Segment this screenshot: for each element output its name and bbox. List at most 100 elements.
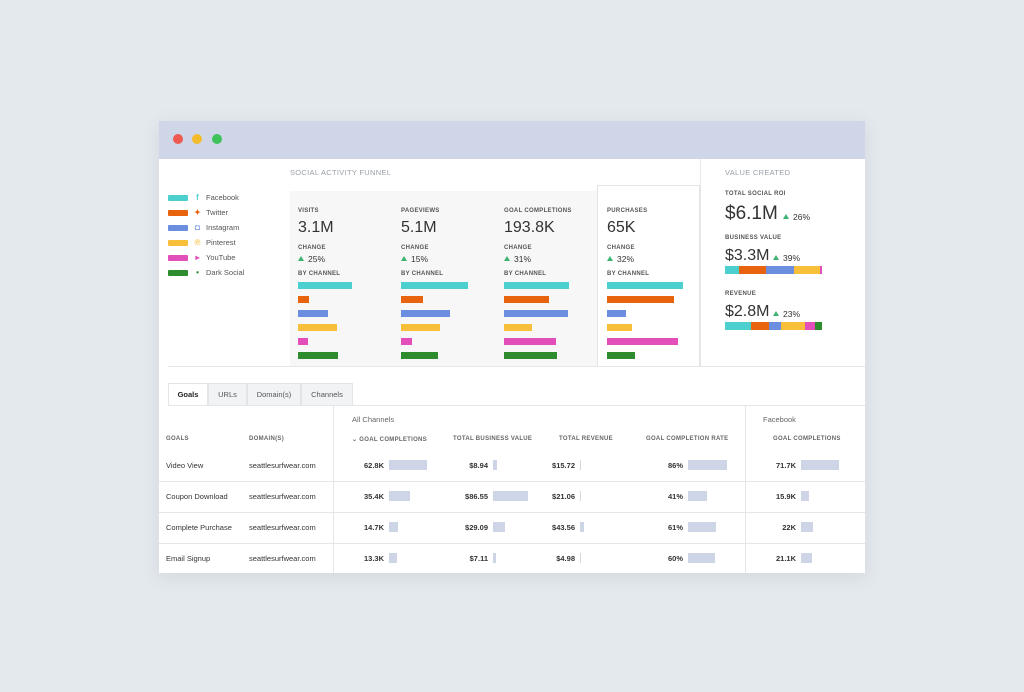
- close-window-button[interactable]: [173, 134, 183, 144]
- column-header-domain[interactable]: DOMAIN(S): [249, 436, 285, 442]
- value-created-title: VALUE CREATED: [725, 168, 791, 177]
- legend-label: Facebook: [206, 193, 239, 202]
- channel-bar: [401, 310, 450, 317]
- channel-bar: [401, 282, 468, 289]
- legend-label: Pinterest: [206, 238, 236, 247]
- change-value: 26%: [793, 212, 811, 222]
- cell-value-completions: 35.4K: [363, 492, 384, 501]
- channel-bar: [504, 352, 557, 359]
- change-label: CHANGE: [607, 245, 635, 251]
- social-activity-funnel: [290, 191, 597, 366]
- row-divider: [159, 481, 865, 482]
- column-header-goal-completion-rate[interactable]: GOAL COMPLETION RATE: [646, 436, 729, 442]
- column-header-goals[interactable]: GOALS: [166, 436, 189, 442]
- tab-channels[interactable]: Channels: [301, 383, 353, 405]
- channel-bar: [401, 352, 438, 359]
- by-channel-label: BY CHANNEL: [401, 271, 444, 277]
- goal-name[interactable]: Video View: [166, 461, 204, 470]
- cell-bar: [580, 553, 581, 563]
- stack-segment: [765, 266, 794, 274]
- domain-name[interactable]: seattlesurfwear.com: [249, 523, 316, 532]
- maximize-window-button[interactable]: [212, 134, 222, 144]
- legend-item[interactable]: ◘ Instagram: [168, 223, 288, 233]
- channel-bar: [607, 324, 632, 331]
- legend-swatch: [168, 210, 188, 216]
- channel-bar: [504, 282, 569, 289]
- by-channel-label: BY CHANNEL: [298, 271, 341, 277]
- cell-bar: [580, 491, 581, 501]
- legend-swatch: [168, 195, 188, 201]
- column-header-fb-goal-completions[interactable]: GOAL COMPLETIONS: [773, 436, 841, 442]
- domain-name[interactable]: seattlesurfwear.com: [249, 461, 316, 470]
- channel-bar: [607, 282, 683, 289]
- cell-value-revenue: $15.72: [552, 461, 575, 470]
- channel-bar: [607, 310, 626, 317]
- cell-value-business-value: $86.55: [465, 492, 488, 501]
- channel-bar: [401, 324, 440, 331]
- legend-swatch: [168, 240, 188, 246]
- cell-bar: [389, 522, 398, 532]
- channel-bar: [504, 338, 556, 345]
- cell-value-rate: 41%: [667, 492, 683, 501]
- stage-value: 65K: [607, 219, 636, 236]
- title-bar: [159, 121, 865, 159]
- goal-name[interactable]: Coupon Download: [166, 492, 228, 501]
- twitter-icon: ✦: [194, 208, 201, 217]
- stage-value: 193.8K: [504, 219, 555, 236]
- metric-label: REVENUE: [725, 291, 757, 297]
- channel-bar: [504, 324, 532, 331]
- column-header-total-business-value[interactable]: TOTAL BUSINESS VALUE: [453, 436, 533, 442]
- channel-bar: [607, 296, 674, 303]
- minimize-window-button[interactable]: [192, 134, 202, 144]
- column-header-goal-completions[interactable]: ⌄ GOAL COMPLETIONS: [352, 436, 427, 443]
- legend-item[interactable]: • Dark Social: [168, 268, 288, 278]
- stage-value: 5.1M: [401, 219, 437, 236]
- cell-value-revenue: $43.56: [552, 523, 575, 532]
- column-header-total-revenue[interactable]: TOTAL REVENUE: [559, 436, 613, 442]
- legend-item[interactable]: ✦ Twitter: [168, 208, 288, 218]
- stack-segment: [768, 322, 782, 330]
- legend-item[interactable]: ℗ Pinterest: [168, 238, 288, 248]
- channel-bar: [298, 338, 308, 345]
- pinterest-icon: ℗: [194, 238, 201, 247]
- cell-bar: [688, 522, 716, 532]
- cell-bar: [801, 522, 813, 532]
- stage-label: VISITS: [298, 208, 319, 214]
- youtube-icon: ▸: [195, 253, 200, 262]
- change-label: CHANGE: [298, 245, 326, 251]
- up-arrow-icon: [783, 214, 789, 219]
- tab-domains[interactable]: Domain(s): [247, 383, 301, 405]
- up-arrow-icon: [607, 256, 613, 261]
- legend-item[interactable]: ▸ YouTube: [168, 253, 288, 263]
- cell-bar: [801, 460, 839, 470]
- tab-urls[interactable]: URLs: [208, 383, 247, 405]
- channel-stacked-bar: [725, 322, 822, 330]
- stage-change: 32%: [607, 254, 634, 264]
- change-label: CHANGE: [401, 245, 429, 251]
- divider: [168, 366, 865, 367]
- cell-value-fb-completions: 22K: [782, 523, 796, 532]
- goal-name[interactable]: Email Signup: [166, 554, 211, 563]
- cell-bar: [493, 460, 497, 470]
- change-value: 31%: [514, 254, 532, 264]
- funnel-highlight-panel: [597, 185, 700, 366]
- stack-segment: [815, 322, 822, 330]
- value-created-panel: [700, 159, 865, 366]
- goal-name[interactable]: Complete Purchase: [166, 523, 232, 532]
- domain-name[interactable]: seattlesurfwear.com: [249, 492, 316, 501]
- by-channel-label: BY CHANNEL: [504, 271, 547, 277]
- all-channels-group-label: All Channels: [352, 415, 395, 424]
- channel-bar: [298, 352, 338, 359]
- legend-item[interactable]: f Facebook: [168, 193, 288, 203]
- metric-change: 26%: [783, 212, 810, 222]
- up-arrow-icon: [773, 311, 779, 316]
- tab-goals[interactable]: Goals: [168, 383, 208, 405]
- stage-change: 31%: [504, 254, 531, 264]
- column-divider: [745, 405, 746, 573]
- column-divider: [333, 405, 334, 573]
- legend-swatch: [168, 255, 188, 261]
- change-value: 23%: [783, 309, 801, 319]
- legend-swatch: [168, 270, 188, 276]
- up-arrow-icon: [504, 256, 510, 261]
- domain-name[interactable]: seattlesurfwear.com: [249, 554, 316, 563]
